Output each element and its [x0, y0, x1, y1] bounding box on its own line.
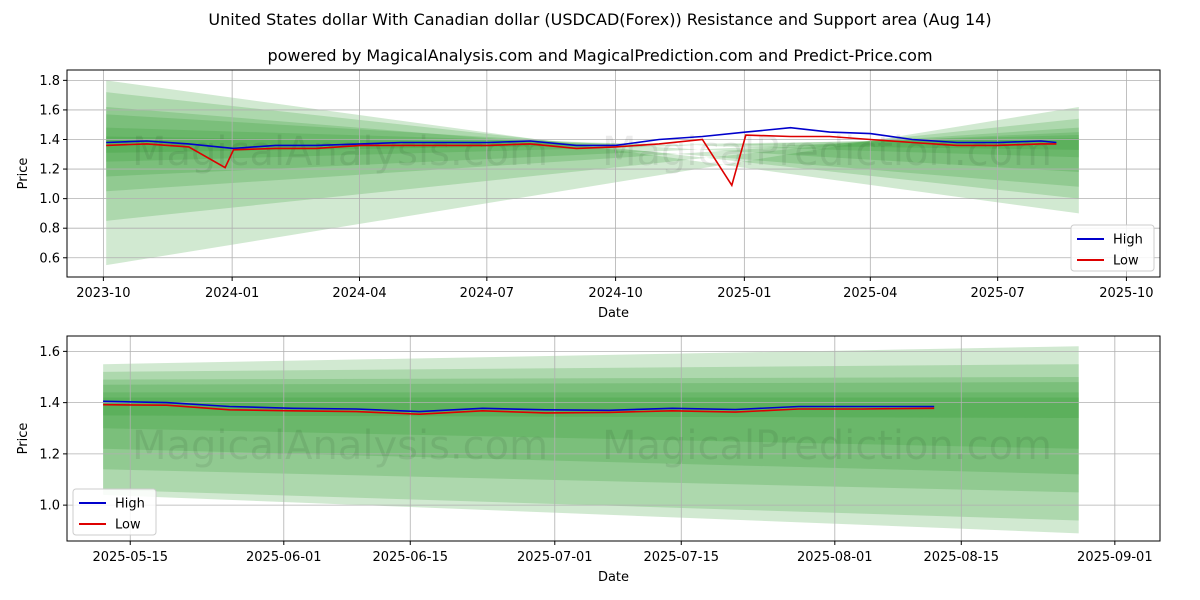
x-tick-label: 2025-08-15 — [923, 550, 999, 565]
sr-band — [106, 92, 1079, 221]
plot-area: MagicalAnalysis.com MagicalPrediction.com — [67, 70, 1160, 277]
x-tick-label: 2025-06-01 — [246, 550, 322, 565]
chart-subtitle: powered by MagicalAnalysis.com and Magic… — [267, 46, 933, 65]
x-tick-label: 2025-07 — [970, 286, 1024, 301]
x-axis-label: Date — [598, 306, 629, 321]
y-tick-label: 1.4 — [39, 133, 60, 148]
series-line-high — [106, 126, 1057, 150]
x-tick-label: 2023-10 — [76, 286, 130, 301]
x-tick-label: 2025-10 — [1099, 286, 1153, 301]
sr-band — [106, 80, 1079, 266]
watermark-text: MagicalPrediction.com — [602, 423, 1052, 469]
chart-title: United States dollar With Canadian dolla… — [208, 10, 992, 29]
x-tick-label: 2025-05-15 — [92, 550, 168, 565]
legend: High Low — [1070, 224, 1155, 272]
series-line-low — [106, 134, 1057, 188]
chart-panel-2: MagicalAnalysis.com MagicalPrediction.com… — [16, 335, 1161, 585]
plot-frame — [66, 69, 1161, 278]
watermark-text: MagicalAnalysis.com — [132, 423, 548, 469]
x-tick-label: 2025-01 — [717, 286, 771, 301]
y-tick-label: 1.6 — [39, 103, 60, 118]
y-tick-label: 0.8 — [39, 222, 60, 237]
y-tick-label: 1.0 — [39, 192, 60, 207]
sr-band — [106, 106, 1079, 192]
y-tick-label: 1.0 — [39, 499, 60, 514]
x-tick-label: 2025-04 — [843, 286, 897, 301]
legend: High Low — [72, 488, 157, 536]
y-tick-label: 0.6 — [39, 251, 60, 266]
x-tick-label: 2024-04 — [332, 286, 386, 301]
y-tick-label: 1.4 — [39, 396, 60, 411]
series-line-low — [103, 403, 935, 416]
x-tick-label: 2025-08-01 — [797, 550, 873, 565]
chart-panel-1: MagicalAnalysis.com MagicalPrediction.com… — [16, 69, 1161, 321]
x-tick-label: 2024-01 — [205, 286, 259, 301]
plot-area: MagicalAnalysis.com MagicalPrediction.com — [67, 336, 1160, 541]
y-axis-label: Price — [16, 423, 31, 455]
y-axis-label: Price — [16, 158, 31, 190]
x-tick-label: 2025-07-15 — [643, 550, 719, 565]
plot-frame — [66, 335, 1161, 542]
y-tick-label: 1.6 — [39, 345, 60, 360]
y-tick-label: 1.2 — [39, 447, 60, 462]
x-tick-label: 2025-07-01 — [517, 550, 593, 565]
x-tick-label: 2025-06-15 — [372, 550, 448, 565]
legend-label-high: High — [1113, 233, 1143, 248]
legend-label-low: Low — [1113, 254, 1139, 269]
y-tick-label: 1.2 — [39, 163, 60, 178]
x-tick-label: 2024-10 — [588, 286, 642, 301]
legend-label-high: High — [115, 497, 145, 512]
x-axis-label: Date — [598, 570, 629, 585]
y-tick-label: 1.8 — [39, 74, 60, 89]
series-line-high — [103, 400, 935, 413]
x-tick-label: 2025-09-01 — [1077, 550, 1153, 565]
x-tick-label: 2024-07 — [460, 286, 514, 301]
legend-label-low: Low — [115, 518, 141, 533]
watermark-text: MagicalAnalysis.com — [132, 129, 548, 175]
